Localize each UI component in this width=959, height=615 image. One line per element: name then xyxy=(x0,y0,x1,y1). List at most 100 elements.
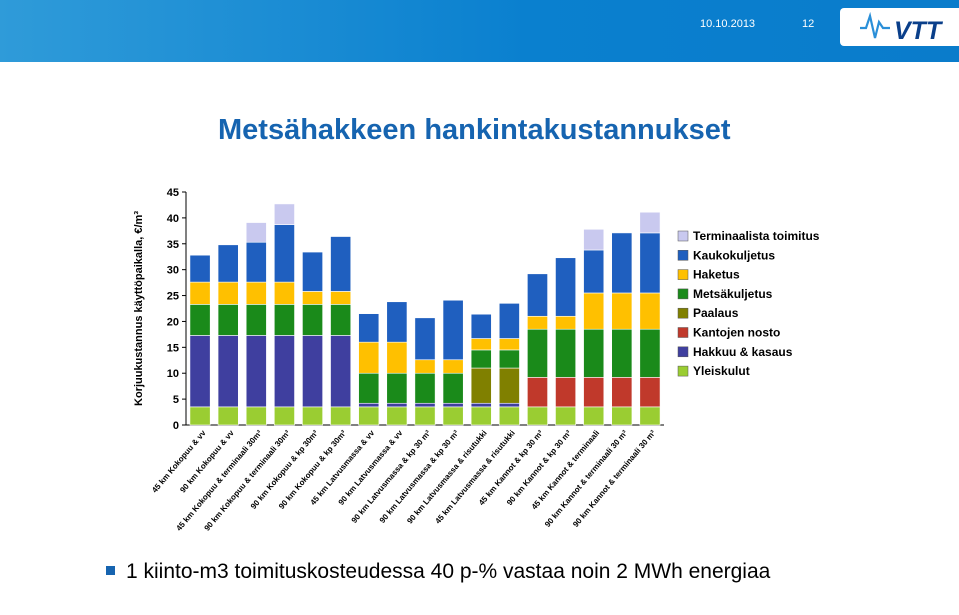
y-tick-label: 10 xyxy=(167,368,179,380)
bar-segment xyxy=(189,304,211,336)
x-tick-label: 45 km Kokopuu & vv xyxy=(150,428,208,494)
bar-segment xyxy=(611,328,633,378)
y-tick-label: 20 xyxy=(167,316,179,328)
bar-segment xyxy=(583,328,605,378)
bar-segment xyxy=(527,406,548,426)
vtt-logo-icon: VTT xyxy=(860,11,944,45)
page-number: 12 xyxy=(802,18,815,30)
bar-segment xyxy=(273,224,295,283)
bar-segment xyxy=(273,335,295,408)
bar-segment xyxy=(330,291,352,305)
bar-segment xyxy=(386,402,408,408)
bar-segment xyxy=(527,328,548,378)
bar-segment xyxy=(555,328,577,378)
bar-segment xyxy=(302,335,323,408)
logo-text: VTT xyxy=(894,17,944,45)
bar-segment xyxy=(273,203,295,225)
y-tick-label: 0 xyxy=(173,420,179,432)
bar-segment xyxy=(330,406,352,426)
bar-segment xyxy=(330,335,352,408)
bar-segment xyxy=(245,406,267,426)
bar-segment xyxy=(302,406,323,426)
bar-segment xyxy=(527,315,548,330)
bar-segment xyxy=(189,406,211,426)
bar-segment xyxy=(189,281,211,305)
y-tick-label: 35 xyxy=(167,239,179,251)
bar-segment xyxy=(498,338,520,351)
bar-segment xyxy=(639,406,661,426)
legend-label: Metsäkuljetus xyxy=(693,287,773,301)
bar-segment xyxy=(639,292,661,330)
bar-segment xyxy=(217,304,239,336)
bar-segment xyxy=(583,292,605,330)
bar-segment xyxy=(217,281,239,305)
y-tick-label: 45 xyxy=(167,187,179,199)
bar-segment xyxy=(386,372,408,404)
bar-segment xyxy=(245,281,267,305)
bar-segment xyxy=(555,406,577,426)
bar-segment xyxy=(245,335,267,408)
bar-segment xyxy=(414,406,436,426)
bar-segment xyxy=(442,359,464,374)
legend-swatch xyxy=(677,365,689,377)
bar-segment xyxy=(639,232,661,294)
bar-segment xyxy=(611,232,633,294)
bar-segment xyxy=(611,406,633,426)
bar-segment xyxy=(470,313,492,339)
bar-segment xyxy=(358,313,380,343)
bar-segment xyxy=(414,359,436,374)
bar-segment xyxy=(414,402,436,408)
bar-segment xyxy=(442,372,464,404)
legend-label: Haketus xyxy=(693,268,740,282)
bar-segment xyxy=(414,317,436,361)
legend-swatch xyxy=(677,269,689,280)
legend-label: Terminaalista toimitus xyxy=(693,229,820,243)
bar-segment xyxy=(611,377,633,408)
bar-segment xyxy=(442,406,464,426)
legend-label: Kaukokuljetus xyxy=(693,248,775,262)
bar-segment xyxy=(527,273,548,317)
y-axis-label: Korjuukustannus käyttöpaikalla, €/m³ xyxy=(133,211,145,406)
legend-label: Paalaus xyxy=(693,306,739,320)
bar-segment xyxy=(498,367,520,404)
y-tick-label: 30 xyxy=(167,265,179,277)
bar-segment xyxy=(470,349,492,369)
bar-segment xyxy=(498,406,520,426)
bar-segment xyxy=(470,338,492,351)
bar-segment xyxy=(358,372,380,404)
legend-swatch xyxy=(677,230,689,242)
bar-segment xyxy=(555,257,577,317)
x-tick-label: 90 km Kokopuu & vv xyxy=(178,428,236,494)
y-tick-label: 40 xyxy=(167,213,179,225)
bar-segment xyxy=(470,367,492,404)
bar-segment xyxy=(639,328,661,378)
bar-segment xyxy=(498,349,520,369)
bar-segment xyxy=(470,402,492,408)
bar-segment xyxy=(217,406,239,426)
bar-segment xyxy=(245,222,267,243)
y-tick-label: 25 xyxy=(167,291,179,303)
bar-segment xyxy=(245,241,267,283)
legend-swatch xyxy=(677,327,689,338)
bar-segment xyxy=(498,303,520,339)
bar-segment xyxy=(358,402,380,408)
bar-segment xyxy=(302,304,323,336)
bar-segment xyxy=(583,249,605,294)
legend-label: Hakkuu & kasaus xyxy=(693,345,793,359)
bar-segment xyxy=(386,301,408,343)
legend-swatch xyxy=(677,288,689,300)
bar-segment xyxy=(611,292,633,330)
header-date: 10.10.2013 xyxy=(700,18,756,30)
stacked-bar-chart: 0 5 10 15 20 25 30 35 40 45 Korjuukustannus käyttö… xyxy=(133,187,820,533)
legend-label: Yleiskulut xyxy=(693,364,750,378)
y-tick-label: 15 xyxy=(167,342,179,354)
bar-segment xyxy=(330,304,352,336)
bar-segment xyxy=(583,406,605,426)
bar-segment xyxy=(189,254,211,283)
bar-segment xyxy=(386,406,408,426)
bar-segment xyxy=(639,377,661,408)
bar-segment xyxy=(358,341,380,374)
legend-swatch xyxy=(677,250,689,261)
bar-segment xyxy=(273,281,295,305)
bar-segment xyxy=(217,335,239,408)
